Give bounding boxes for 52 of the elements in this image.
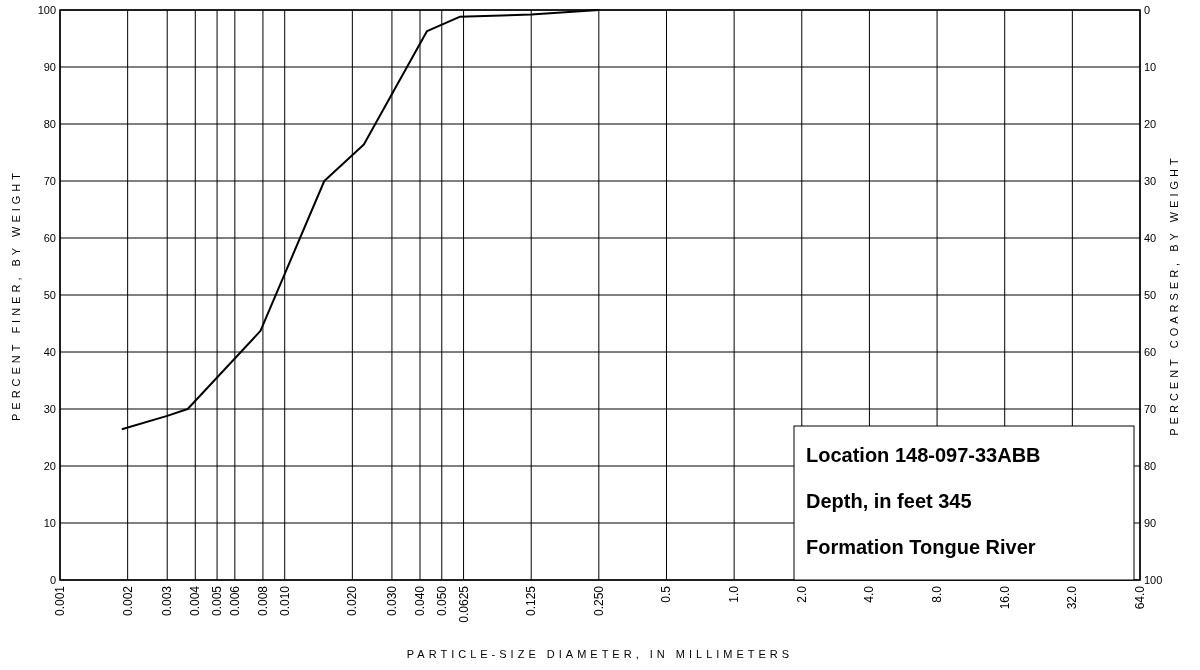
x-tick-label: 0.005 [210, 585, 225, 617]
y2-axis-title: PERCENT COARSER, BY WEIGHT [1168, 154, 1180, 436]
y-tick-label: 60 [43, 232, 56, 244]
x-tick-label: 32.0 [1065, 585, 1080, 610]
x-tick-label: 0.001 [53, 585, 67, 617]
y-tick-label: 50 [43, 289, 56, 301]
y2-tick-label: 20 [1144, 118, 1157, 130]
x-tick-label: 0.040 [413, 585, 427, 617]
x-tick-label: 0.050 [434, 585, 449, 617]
x-tick-label: 0.002 [120, 585, 135, 617]
y-tick-label: 40 [43, 346, 56, 358]
x-tick-label: 0.003 [160, 585, 175, 617]
y-tick-label: 30 [43, 403, 56, 415]
x-tick-label: 64.0 [1133, 585, 1147, 610]
x-tick-label: 0.020 [345, 585, 360, 617]
x-tick-label: 0.250 [591, 585, 606, 617]
y2-tick-label: 40 [1144, 232, 1157, 244]
x-tick-label: 8.0 [930, 585, 945, 603]
x-tick-label: 16.0 [997, 585, 1012, 610]
x-tick-label: 0.006 [227, 585, 242, 617]
y-tick-label: 100 [37, 4, 56, 16]
x-tick-label: 4.0 [862, 585, 877, 603]
y-tick-label: 10 [43, 517, 56, 529]
y2-tick-label: 100 [1144, 574, 1163, 586]
x-axis-title: PARTICLE-SIZE DIAMETER, IN MILLIMETERS [406, 648, 794, 660]
y-tick-label: 90 [43, 61, 56, 73]
x-tick-label: 0.004 [188, 585, 203, 617]
x-tick-label: 2.0 [794, 585, 809, 603]
y2-tick-label: 70 [1144, 403, 1157, 415]
x-tick-label: 1.0 [727, 585, 742, 603]
y2-tick-label: 50 [1144, 289, 1157, 301]
x-tick-label: 0.5 [659, 585, 674, 603]
x-tick-label: 0.125 [524, 585, 539, 617]
annotation: Formation Tongue River [806, 536, 1036, 558]
x-tick-label: 0.0625 [456, 585, 471, 623]
y2-tick-label: 0 [1144, 4, 1151, 16]
x-tick-label: 0.008 [255, 585, 270, 617]
y-axis-title: PERCENT FINER, BY WEIGHT [10, 168, 22, 422]
y2-tick-label: 10 [1144, 61, 1157, 73]
y-tick-label: 0 [49, 574, 56, 586]
y2-tick-label: 60 [1144, 346, 1157, 358]
label-box: Location 148-097-33ABB Depth, in feet 345 Formation Tongue River [793, 425, 1135, 581]
y-tick-label: 70 [43, 175, 56, 187]
x-tick-label: 0.010 [277, 585, 292, 617]
y2-tick-label: 80 [1144, 460, 1157, 472]
y2-tick-label: 90 [1144, 517, 1157, 529]
x-tick-label: 0.030 [384, 585, 399, 617]
y-tick-label: 20 [43, 460, 56, 472]
y-tick-label: 80 [43, 118, 56, 130]
annotation: Location 148-097-33ABB [806, 444, 1041, 466]
y2-tick-label: 30 [1144, 175, 1157, 187]
annotation: Depth, in feet 345 [806, 490, 972, 512]
